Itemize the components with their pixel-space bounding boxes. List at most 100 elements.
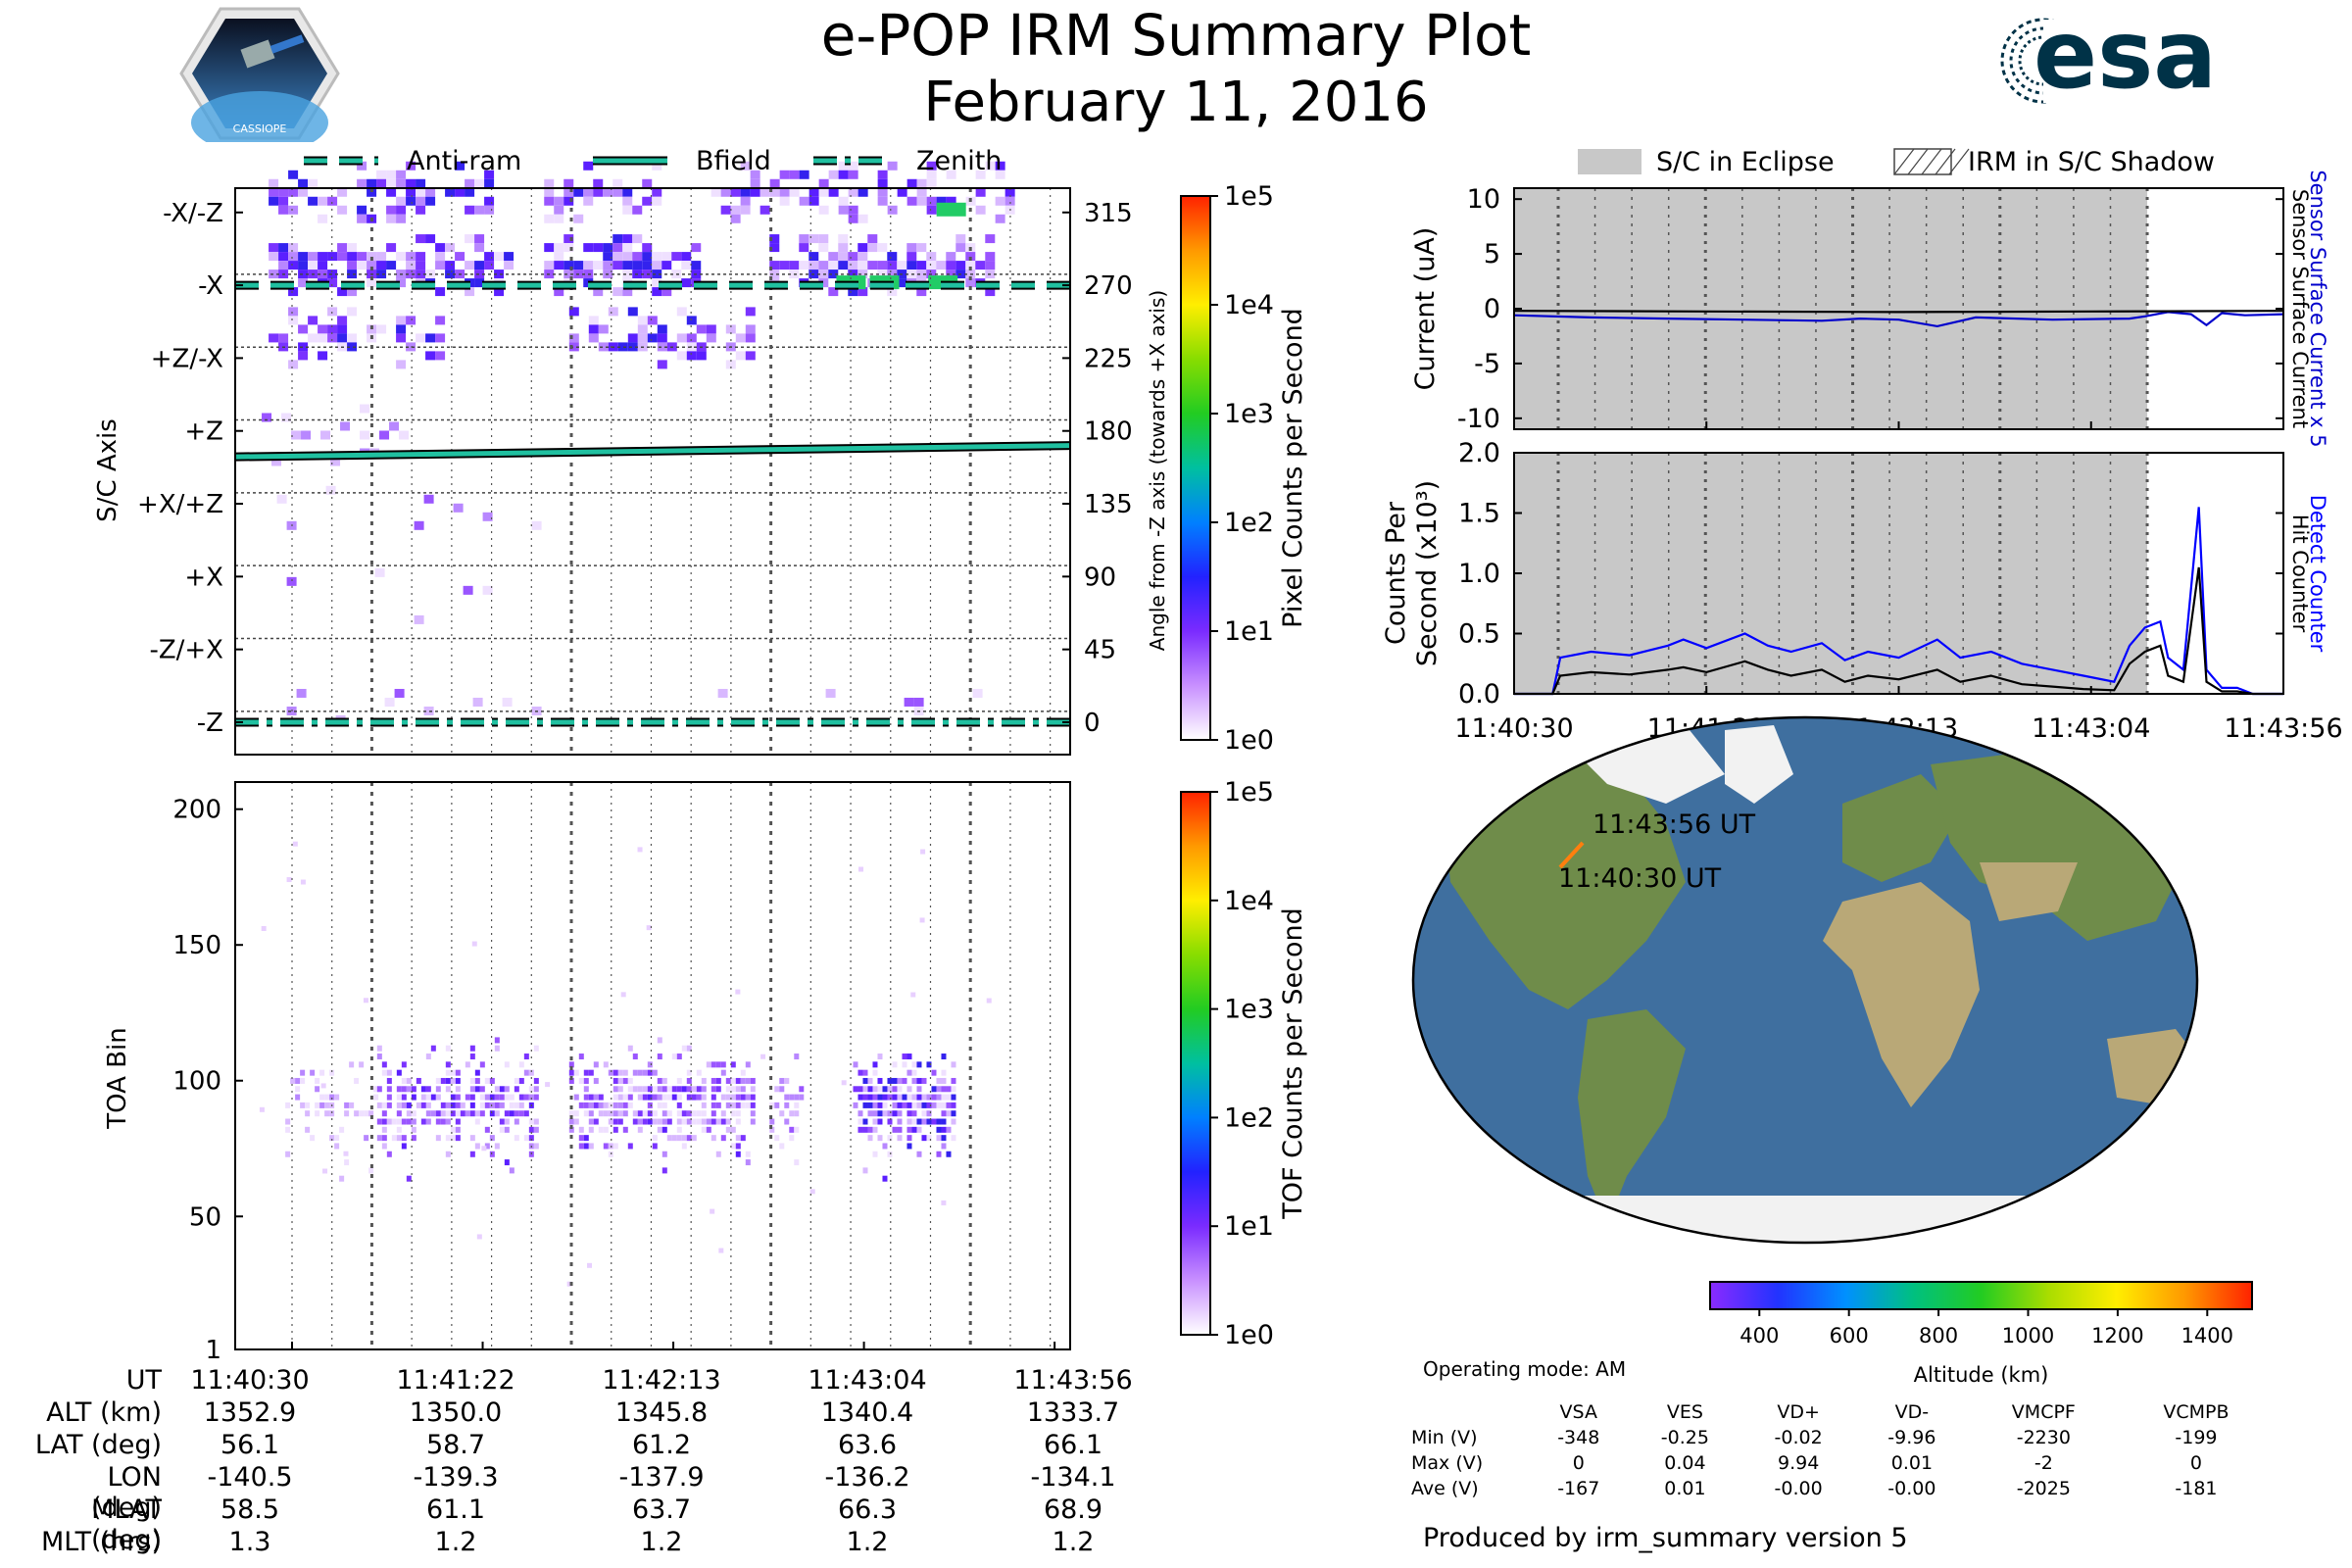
heat-cell [916,187,927,197]
toa-cell [887,1135,893,1142]
heat-cell [416,205,426,215]
toa-cell [867,1094,873,1101]
toa-cell [509,1094,514,1101]
toa-cell [858,1110,863,1117]
toa-cell [681,1118,687,1125]
toa-cell [319,1069,325,1076]
toa-cell [916,1151,922,1157]
ephemeris-cell: 66.1 [1043,1430,1103,1460]
toa-cell [637,1094,643,1101]
voltage-cell: -9.96 [1887,1427,1936,1448]
toa-cell [396,1118,402,1125]
heat-cell [612,178,623,188]
y-tick-label-right: 180 [1084,417,1133,447]
toa-cell [799,1086,805,1093]
heat-cell [281,413,292,422]
toa-cell [450,1077,456,1084]
heat-cell [406,252,416,262]
heat-cell [554,196,564,206]
voltage-header: VSA [1559,1401,1597,1423]
heat-cell [740,196,751,206]
ephemeris-row-label: MLAT (deg) [91,1494,162,1555]
heat-cell [416,196,426,206]
heat-cell [652,187,662,197]
ephemeris-cell: 58.5 [220,1494,280,1525]
y-tick-label: -X/-Z [163,199,223,228]
toa-cell [315,1077,320,1084]
heat-cell [858,261,868,270]
toa-cell [730,1094,736,1101]
toa-cell [701,1077,707,1084]
colorbar-tick-label: 1e3 [1224,995,1274,1025]
toa-cell [489,1135,495,1142]
toa-cell [445,1102,451,1108]
heat-cell [384,697,395,707]
heat-cell [696,351,707,361]
toa-cell [632,1110,638,1117]
heat-cell [564,261,574,270]
heat-cell [657,360,667,369]
toa-cell [794,1159,800,1166]
heat-cell [887,287,898,297]
heat-cell [396,278,407,288]
toa-cell [647,1118,653,1125]
heat-cell [406,161,416,171]
heat-cell [583,243,594,253]
heat-cell [877,243,888,253]
heat-cell [445,261,456,270]
toa-cell [666,1110,672,1117]
toa-cell [533,1126,539,1133]
toa-cell [701,1086,707,1093]
toa-cell [583,1077,589,1084]
toa-cell [642,1110,648,1117]
toa-cell [376,1045,382,1052]
heat-cell [554,287,564,297]
toa-cell [681,1110,687,1117]
heat-cell [838,205,849,215]
colorbar-tick-label: 800 [1919,1324,1958,1348]
toa-cell [376,1086,382,1093]
legend-label: Anti-ram [407,146,521,176]
right-label: Hit Counter [2288,514,2312,633]
heat-cell [965,278,976,288]
toa-cell [381,1126,387,1133]
heat-cell [406,261,416,270]
toa-cell [578,1054,584,1060]
heat-cell [622,196,633,206]
toa-cell [662,1102,667,1108]
y-tick-label: +Z/-X [151,344,223,373]
heat-cell [298,324,309,334]
heat-cell [453,503,464,513]
legend-eclipse-swatch [1578,149,1642,174]
heat-cell [946,196,956,206]
heat-cell [396,170,407,179]
heat-cell [308,261,318,270]
heat-cell [379,430,390,440]
toa-cell [740,1086,746,1093]
toa-cell [573,1110,579,1117]
heat-cell [642,178,653,188]
toa-cell [622,1069,628,1076]
toa-cell [420,1086,426,1093]
toa-cell [941,1054,947,1060]
heat-cell [779,170,790,179]
hatch [1935,148,1956,175]
y-tick-label: 1 [205,1336,221,1365]
toa-cell [533,1086,539,1093]
heat-cell [406,270,416,279]
heat-cell [995,170,1005,179]
heat-cell [308,178,318,188]
toa-cell [642,1086,648,1093]
heat-cell [291,430,302,440]
ephemeris-cell: 11:42:13 [602,1365,721,1396]
heat-cell [588,316,599,325]
heat-cell [985,287,996,297]
toa-cell [789,1135,795,1142]
toa-cell [647,1102,653,1108]
toa-cell [445,1045,451,1052]
toa-cell [386,1102,392,1108]
toa-cell [523,1135,529,1142]
toa-cell [593,1094,599,1101]
heat-cell [474,205,485,215]
toa-cell [730,1061,736,1068]
